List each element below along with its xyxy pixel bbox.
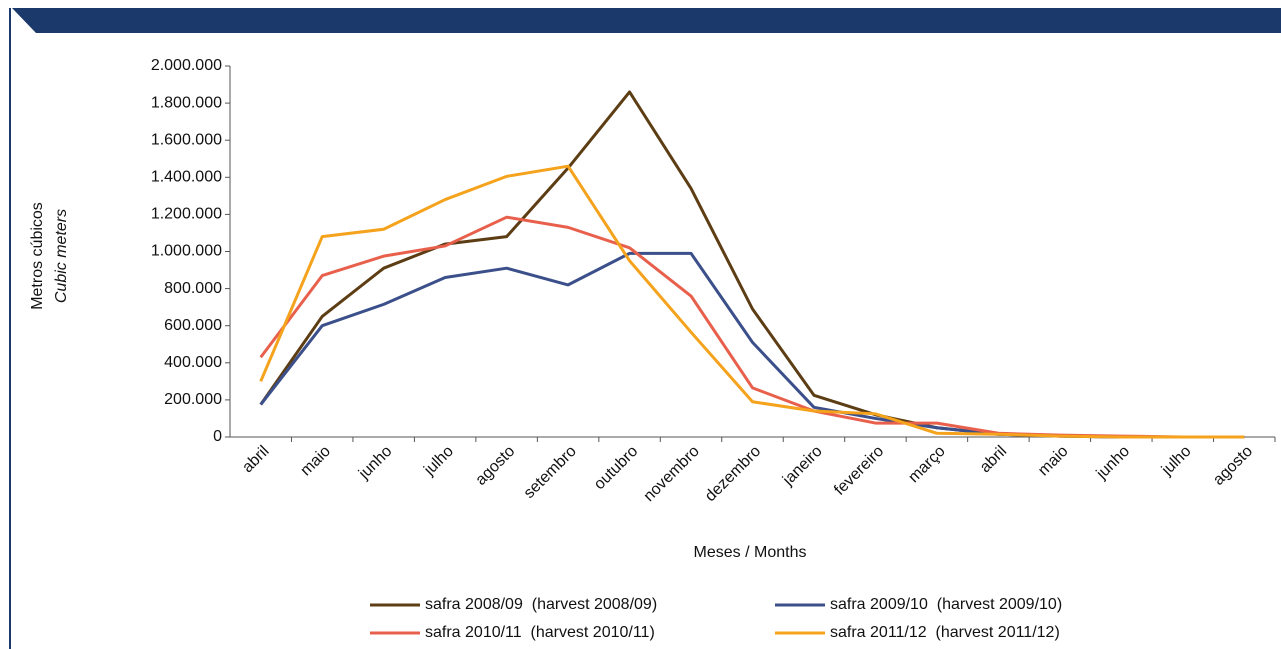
y-tick-label: 1.000.000 (151, 243, 222, 260)
x-tick-label: setembro (521, 443, 580, 502)
legend-label: safra 2008/09 (harvest 2008/09) (425, 596, 657, 613)
x-tick-label: outubro (591, 443, 641, 493)
x-tick-label: abril (239, 443, 272, 476)
y-tick-label: 400.000 (164, 354, 222, 371)
x-tick-label: agosto (1210, 443, 1256, 489)
series-line (259, 164, 1245, 439)
x-tick-label: julho (1158, 443, 1195, 480)
x-tick-label: junho (355, 443, 395, 483)
series-line (259, 215, 1245, 439)
x-tick-label: agosto (472, 443, 518, 489)
y-tick-label: 0 (213, 428, 222, 445)
legend-label: safra 2010/11 (harvest 2010/11) (425, 624, 655, 641)
y-tick-label: 800.000 (164, 280, 222, 297)
y-axis-label: Metros cúbicos (29, 202, 46, 310)
legend-label: safra 2011/12 (harvest 2011/12) (830, 624, 1060, 641)
x-tick-label: novembro (641, 443, 703, 505)
x-tick-label: junho (1093, 443, 1133, 483)
x-tick-label: fevereiro (831, 443, 887, 499)
y-axis-label-en: Cubic meters (53, 209, 70, 303)
y-tick-label: 1.200.000 (151, 206, 222, 223)
y-tick-label: 600.000 (164, 317, 222, 334)
y-tick-label: 200.000 (164, 391, 222, 408)
x-tick-label: dezembro (702, 443, 764, 505)
header-band (12, 8, 1281, 33)
x-axis-label: Meses / Months (694, 544, 807, 561)
y-tick-label: 2.000.000 (151, 57, 222, 74)
y-tick-label: 1.400.000 (151, 169, 222, 186)
x-tick-label: julho (420, 443, 457, 480)
x-tick-label: janeiro (779, 443, 826, 490)
x-tick-label: março (905, 443, 949, 487)
y-tick-label: 1.800.000 (151, 94, 222, 111)
y-tick-label: 1.600.000 (151, 131, 222, 148)
x-tick-label: maio (297, 443, 334, 480)
x-tick-label: abril (977, 443, 1010, 476)
series-line (259, 251, 1245, 439)
legend-label: safra 2009/10 (harvest 2009/10) (830, 596, 1062, 613)
x-tick-label: maio (1035, 443, 1072, 480)
